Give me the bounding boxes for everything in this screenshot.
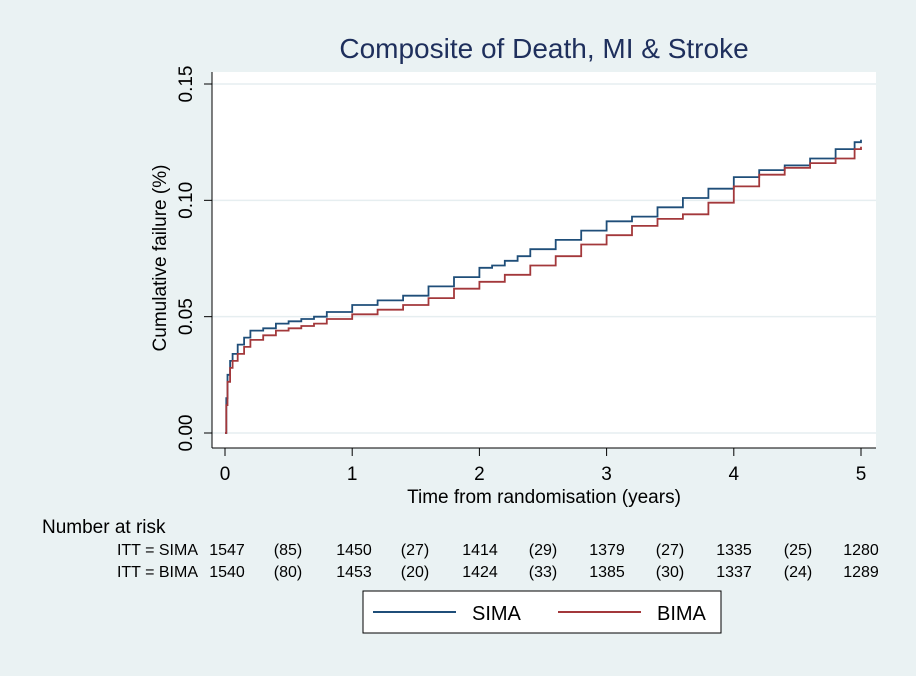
risk-cell: (30) — [656, 564, 684, 581]
x-axis-label: Time from randomisation (years) — [407, 487, 681, 508]
risk-cell: 1453 — [336, 564, 372, 581]
series-lines — [225, 139, 862, 434]
risk-table: ITT = SIMA 1547 (85) 1450 (27) 1414 (29) 1379 (2… — [117, 542, 879, 581]
risk-cell: (33) — [529, 564, 557, 581]
legend-label-sima: SIMA — [472, 603, 522, 625]
plot-area — [212, 72, 876, 448]
risk-cell: 1547 — [209, 542, 245, 559]
risk-cell: 1335 — [716, 542, 752, 559]
legend-label-bima: BIMA — [657, 603, 707, 625]
risk-cell: 1540 — [209, 564, 245, 581]
chart-title: Composite of Death, MI & Stroke — [339, 33, 748, 64]
risk-cell: 1337 — [716, 564, 752, 581]
risk-cell: 1424 — [462, 564, 498, 581]
x-tick-label: 1 — [347, 464, 358, 485]
risk-cell: 1450 — [336, 542, 372, 559]
x-tick-label: 2 — [474, 464, 485, 485]
legend: SIMA BIMA — [362, 590, 722, 634]
x-tick-label: 5 — [856, 464, 867, 485]
risk-cell: (27) — [401, 542, 429, 559]
y-tick-label: 0.15 — [176, 66, 197, 103]
series-line-sima — [225, 139, 862, 434]
x-tick-label: 0 — [220, 464, 231, 485]
y-tick-label: 0.00 — [176, 415, 197, 452]
y-axis-label: Cumulative failure (%) — [150, 165, 171, 352]
legend-box — [362, 590, 722, 634]
y-tick-label: 0.05 — [176, 298, 197, 335]
y-ticks: 0.00 0.05 0.10 0.15 — [176, 66, 212, 452]
x-ticks: 0 1 2 3 4 5 — [220, 448, 867, 485]
risk-row-label: ITT = BIMA — [117, 564, 198, 581]
risk-cell: 1280 — [843, 542, 879, 559]
risk-cell: (25) — [784, 542, 812, 559]
risk-cell: (80) — [274, 564, 302, 581]
risk-cell: 1289 — [843, 564, 879, 581]
series-line-bima — [225, 146, 862, 434]
risk-cell: (20) — [401, 564, 429, 581]
risk-cell: 1379 — [589, 542, 625, 559]
risk-cell: 1385 — [589, 564, 625, 581]
risk-cell: (29) — [529, 542, 557, 559]
risk-cell: 1414 — [462, 542, 498, 559]
risk-table-title: Number at risk — [42, 517, 166, 538]
y-tick-label: 0.10 — [176, 182, 197, 219]
risk-cell: (85) — [274, 542, 302, 559]
x-tick-label: 3 — [601, 464, 612, 485]
x-tick-label: 4 — [729, 464, 740, 485]
risk-cell: (27) — [656, 542, 684, 559]
risk-cell: (24) — [784, 564, 812, 581]
risk-row-label: ITT = SIMA — [117, 542, 198, 559]
